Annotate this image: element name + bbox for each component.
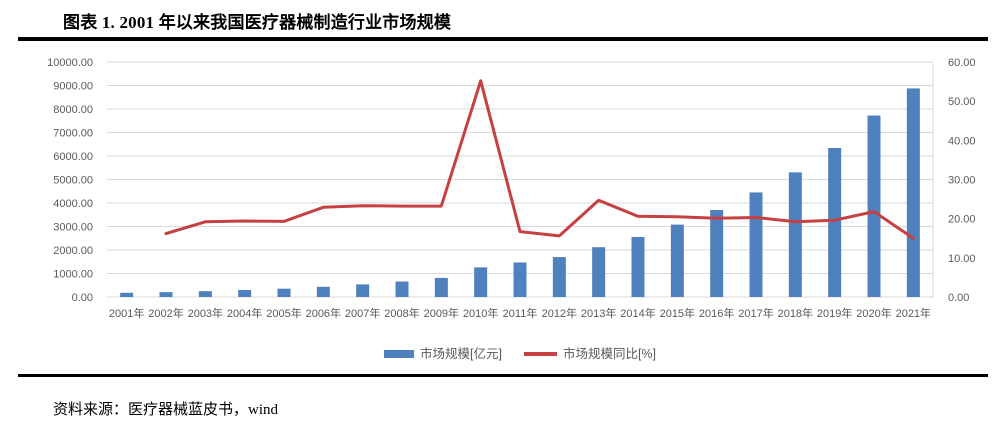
bar-2010年 (474, 267, 488, 297)
right-axis-tick-label: 20.00 (948, 214, 976, 226)
left-axis-tick-label: 9000.00 (53, 81, 93, 93)
bar-2005年 (277, 288, 291, 297)
right-axis-tick-label: 40.00 (948, 135, 976, 147)
x-axis-category-label: 2019年 (817, 306, 852, 320)
x-axis-category-label: 2008年 (384, 306, 419, 320)
x-axis-category-label: 2016年 (699, 306, 734, 320)
right-axis-tick-label: 10.00 (948, 253, 976, 265)
bar-2017年 (749, 192, 763, 297)
bar-2015年 (670, 224, 684, 297)
left-axis-tick-label: 5000.00 (53, 175, 93, 187)
x-axis-category-label: 2010年 (463, 306, 498, 320)
left-axis-tick-label: 1000.00 (53, 269, 93, 281)
bar-2008年 (395, 281, 409, 297)
x-axis-category-label: 2007年 (345, 306, 380, 320)
bottom-divider-rule (18, 374, 988, 377)
bar-2006年 (316, 286, 330, 297)
bar-2012年 (552, 257, 566, 297)
left-axis-tick-label: 3000.00 (53, 222, 93, 234)
x-axis-category-label: 2012年 (542, 306, 577, 320)
x-axis-category-label: 2001年 (109, 306, 144, 320)
right-axis-tick-label: 0.00 (948, 292, 969, 304)
bar-2018年 (788, 172, 802, 297)
source-note: 资料来源：医疗器械蓝皮书，wind (53, 402, 279, 418)
left-axis-tick-label: 10000.00 (47, 57, 93, 69)
x-axis-category-label: 2015年 (660, 306, 695, 320)
x-axis-category-label: 2011年 (503, 306, 538, 320)
x-axis-category-label: 2005年 (266, 306, 301, 320)
left-axis-tick-label: 2000.00 (53, 245, 93, 257)
left-axis-tick-label: 4000.00 (53, 198, 93, 210)
legend-item-market-size: 市场规模[亿元] (383, 346, 502, 361)
x-axis-category-label: 2018年 (778, 306, 813, 320)
bar-series-label: 市场规模[亿元] (419, 346, 502, 361)
bar-2020年 (867, 115, 881, 297)
right-axis-tick-label: 50.00 (948, 96, 976, 108)
x-axis-category-label: 2017年 (738, 306, 773, 320)
top-divider-rule (18, 37, 988, 41)
bar-2021年 (906, 88, 920, 297)
bar-2014年 (631, 236, 645, 297)
x-axis-category-label: 2002年 (148, 306, 183, 320)
x-axis-category-label: 2004年 (227, 306, 262, 320)
bar-2019年 (828, 147, 842, 297)
x-axis-category-label: 2009年 (424, 306, 459, 320)
right-axis-tick-label: 60.00 (948, 57, 976, 69)
x-axis-category-label: 2006年 (306, 306, 341, 320)
x-axis-category-label: 2013年 (581, 306, 616, 320)
x-axis-category-label: 2014年 (620, 306, 655, 320)
legend-item-yoy-growth: 市场规模同比[%] (523, 346, 656, 361)
bar-2013年 (592, 247, 606, 297)
figure-title: 图表 1. 2001 年以来我国医疗器械制造行业市场规模 (63, 13, 452, 32)
bar-2003年 (198, 291, 212, 297)
bar-2016年 (710, 210, 724, 297)
left-axis-tick-label: 7000.00 (53, 128, 93, 140)
left-axis-tick-label: 0.00 (72, 292, 93, 304)
x-axis-category-label: 2021年 (896, 306, 931, 320)
bar-2001年 (120, 292, 134, 297)
bar-2002年 (159, 292, 173, 297)
x-axis-category-label: 2003年 (188, 306, 223, 320)
bar-2004年 (238, 290, 252, 297)
bar-2007年 (356, 284, 370, 297)
left-axis-tick-label: 8000.00 (53, 104, 93, 116)
x-axis-category-label: 2020年 (856, 306, 891, 320)
right-axis-tick-label: 30.00 (948, 175, 976, 187)
line-series-swatch (523, 352, 557, 356)
left-axis-tick-label: 6000.00 (53, 151, 93, 163)
yoy-growth-line (164, 79, 915, 240)
bar-2009年 (434, 277, 448, 297)
line-series-label: 市场规模同比[%] (562, 346, 656, 361)
bar-series-swatch (383, 350, 414, 358)
chart-legend: 市场规模[亿元] 市场规模同比[%] (107, 345, 933, 363)
bar-2011年 (513, 262, 527, 297)
